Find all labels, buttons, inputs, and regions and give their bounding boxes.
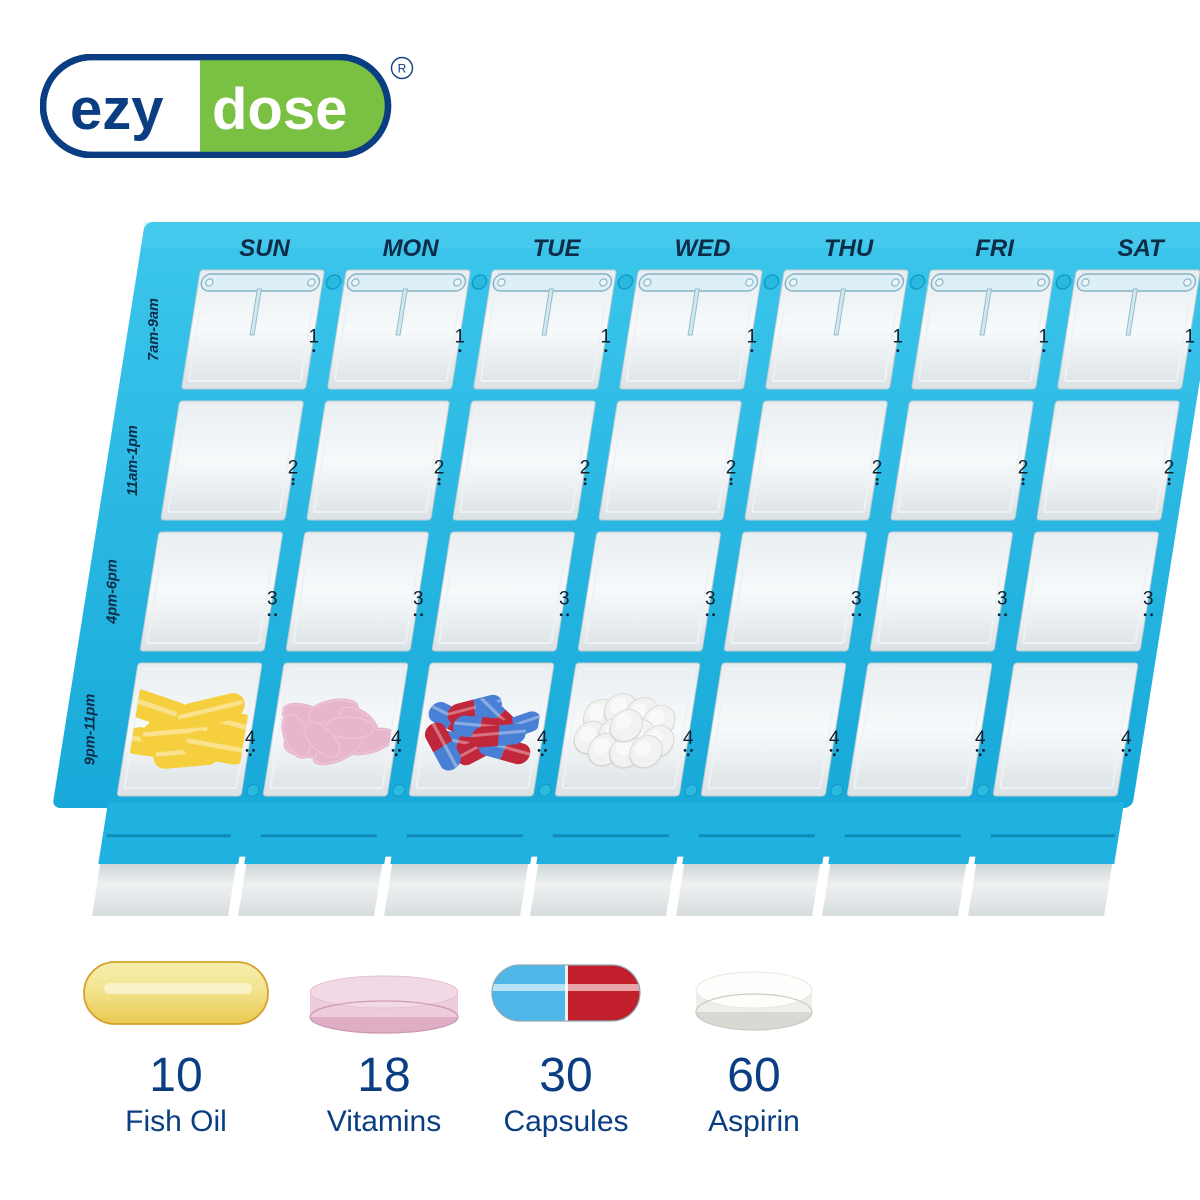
svg-text:2: 2: [872, 458, 883, 479]
svg-text:18: 18: [357, 1049, 410, 1102]
svg-text:9pm-11pm: 9pm-11pm: [83, 694, 99, 766]
svg-text:1: 1: [455, 327, 466, 348]
svg-text:Aspirin: Aspirin: [708, 1105, 800, 1138]
svg-text:TUE: TUE: [533, 235, 582, 262]
svg-text:3: 3: [413, 589, 424, 610]
svg-text:60: 60: [727, 1049, 780, 1102]
svg-text:1: 1: [1185, 327, 1196, 348]
svg-text:3: 3: [559, 589, 570, 610]
svg-text:1: 1: [309, 327, 320, 348]
svg-text:2: 2: [1164, 458, 1175, 479]
svg-text:Capsules: Capsules: [503, 1105, 628, 1138]
svg-text:4: 4: [1121, 728, 1132, 749]
svg-text:MON: MON: [383, 235, 440, 262]
svg-text:10: 10: [149, 1049, 202, 1102]
svg-text:3: 3: [705, 589, 716, 610]
svg-text:3: 3: [851, 589, 862, 610]
svg-text:4: 4: [391, 728, 402, 749]
svg-text:2: 2: [726, 458, 737, 479]
svg-text:4: 4: [537, 728, 548, 749]
svg-text:2: 2: [288, 458, 299, 479]
svg-text:4: 4: [245, 728, 256, 749]
svg-text:THU: THU: [824, 235, 874, 262]
svg-text:1: 1: [1039, 327, 1050, 348]
svg-text:2: 2: [1018, 458, 1029, 479]
svg-text:SUN: SUN: [239, 235, 290, 262]
svg-text:Vitamins: Vitamins: [327, 1105, 442, 1138]
svg-text:1: 1: [893, 327, 904, 348]
svg-text:11am-1pm: 11am-1pm: [125, 425, 141, 496]
svg-text:7am-9am: 7am-9am: [146, 298, 162, 361]
svg-text:2: 2: [580, 458, 591, 479]
svg-text:4pm-6pm: 4pm-6pm: [104, 559, 120, 625]
svg-text:4: 4: [829, 728, 840, 749]
svg-text:4: 4: [683, 728, 694, 749]
svg-text:Fish Oil: Fish Oil: [125, 1105, 227, 1138]
svg-text:SAT: SAT: [1117, 235, 1166, 262]
svg-text:2: 2: [434, 458, 445, 479]
svg-text:FRI: FRI: [975, 235, 1015, 262]
svg-text:3: 3: [997, 589, 1008, 610]
svg-text:3: 3: [267, 589, 278, 610]
svg-text:WED: WED: [675, 235, 731, 262]
svg-text:30: 30: [539, 1049, 592, 1102]
svg-text:4: 4: [975, 728, 986, 749]
svg-text:3: 3: [1143, 589, 1154, 610]
svg-text:1: 1: [747, 327, 758, 348]
svg-text:1: 1: [601, 327, 612, 348]
